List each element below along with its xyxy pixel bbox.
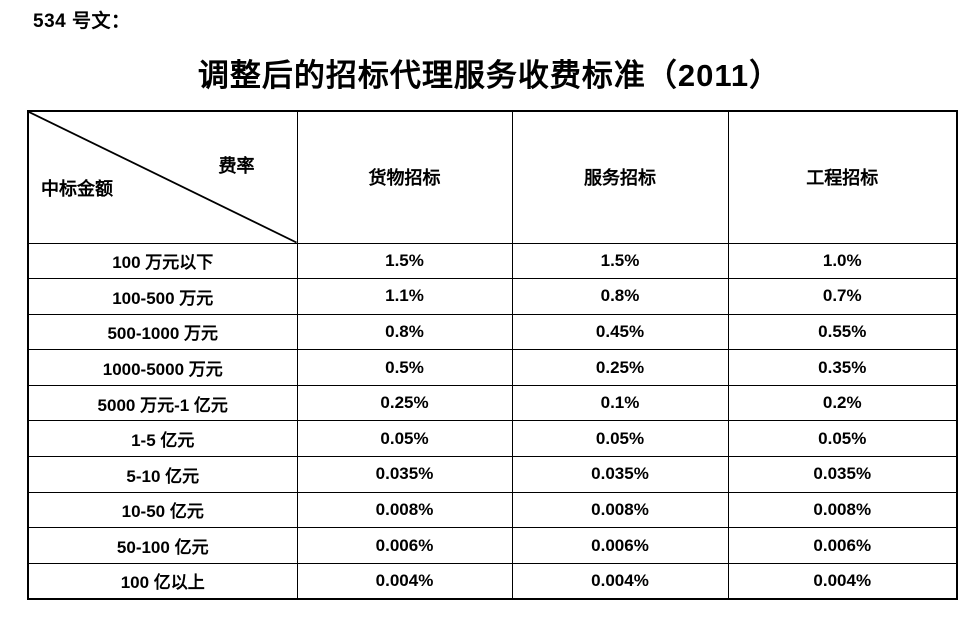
rate-cell: 0.006% xyxy=(296,527,513,564)
bid-amount-cell: 10-50 亿元 xyxy=(27,491,298,529)
rate-cell: 0.008% xyxy=(511,491,729,529)
rate-cell: 0.035% xyxy=(511,456,729,493)
rate-cell: 0.1% xyxy=(511,384,729,422)
bid-amount-cell: 1-5 亿元 xyxy=(27,420,298,458)
rate-table-container: 费率 中标金额 货物招标 服务招标 工程招标 100 万元以下 1.5% 1.5% 1… xyxy=(27,110,958,600)
rate-cell: 0.008% xyxy=(727,491,958,529)
column-header-engineering-bidding: 工程招标 xyxy=(727,110,958,244)
table-row: 100-500 万元 1.1% 0.8% 0.7% xyxy=(27,278,958,315)
rate-cell: 0.004% xyxy=(727,562,958,600)
rate-cell: 0.35% xyxy=(727,349,958,386)
corner-header-cell: 费率 中标金额 xyxy=(27,110,298,244)
rate-cell: 0.035% xyxy=(727,456,958,493)
bid-amount-cell: 100 亿以上 xyxy=(27,562,298,600)
rate-cell: 0.006% xyxy=(511,527,729,564)
table-row: 100 万元以下 1.5% 1.5% 1.0% xyxy=(27,242,958,280)
rate-cell: 0.2% xyxy=(727,384,958,422)
rate-cell: 0.05% xyxy=(727,420,958,458)
rate-cell: 0.7% xyxy=(727,278,958,315)
table-header-row: 费率 中标金额 货物招标 服务招标 工程招标 xyxy=(27,110,958,244)
rate-cell: 0.45% xyxy=(511,313,729,351)
bid-amount-cell: 1000-5000 万元 xyxy=(27,349,298,386)
table-row: 10-50 亿元 0.008% 0.008% 0.008% xyxy=(27,491,958,529)
rate-cell: 0.8% xyxy=(296,313,513,351)
rate-cell: 0.006% xyxy=(727,527,958,564)
page-title: 调整后的招标代理服务收费标准（2011） xyxy=(197,58,782,93)
rate-cell: 0.004% xyxy=(296,562,513,600)
rate-cell: 0.05% xyxy=(296,420,513,458)
doc-number-label: 534 号文： xyxy=(33,11,131,32)
bid-amount-cell: 5-10 亿元 xyxy=(27,456,298,493)
rate-cell: 0.008% xyxy=(296,491,513,529)
rate-cell: 1.5% xyxy=(511,242,729,280)
bid-amount-cell: 5000 万元-1 亿元 xyxy=(27,384,298,422)
bid-amount-cell: 100 万元以下 xyxy=(27,242,298,280)
diagonal-divider-line xyxy=(29,112,297,243)
table-row: 5-10 亿元 0.035% 0.035% 0.035% xyxy=(27,456,958,493)
table-row: 100 亿以上 0.004% 0.004% 0.004% xyxy=(27,562,958,600)
column-header-goods-bidding: 货物招标 xyxy=(296,110,513,244)
corner-label-bid-amount: 中标金额 xyxy=(41,178,113,199)
table-row: 500-1000 万元 0.8% 0.45% 0.55% xyxy=(27,313,958,351)
rate-cell: 1.5% xyxy=(296,242,513,280)
table-row: 50-100 亿元 0.006% 0.006% 0.006% xyxy=(27,527,958,564)
rate-table-body: 100 万元以下 1.5% 1.5% 1.0% 100-500 万元 1.1% 0.8% 0.… xyxy=(27,242,958,600)
rate-cell: 1.1% xyxy=(296,278,513,315)
rate-cell: 0.25% xyxy=(296,384,513,422)
rate-cell: 0.05% xyxy=(511,420,729,458)
rate-cell: 0.035% xyxy=(296,456,513,493)
bid-amount-cell: 100-500 万元 xyxy=(27,278,298,315)
rate-cell: 1.0% xyxy=(727,242,958,280)
rate-cell: 0.25% xyxy=(511,349,729,386)
bid-amount-cell: 50-100 亿元 xyxy=(27,527,298,564)
bid-amount-cell: 500-1000 万元 xyxy=(27,313,298,351)
rate-cell: 0.004% xyxy=(511,562,729,600)
corner-label-rate: 费率 xyxy=(218,156,255,176)
table-row: 5000 万元-1 亿元 0.25% 0.1% 0.2% xyxy=(27,384,958,422)
table-row: 1000-5000 万元 0.5% 0.25% 0.35% xyxy=(27,349,958,386)
rate-cell: 0.5% xyxy=(296,349,513,386)
rate-table: 费率 中标金额 货物招标 服务招标 工程招标 100 万元以下 1.5% 1.5% 1… xyxy=(27,110,958,600)
rate-cell: 0.55% xyxy=(727,313,958,351)
column-header-service-bidding: 服务招标 xyxy=(511,110,729,244)
rate-cell: 0.8% xyxy=(511,278,729,315)
table-row: 1-5 亿元 0.05% 0.05% 0.05% xyxy=(27,420,958,458)
